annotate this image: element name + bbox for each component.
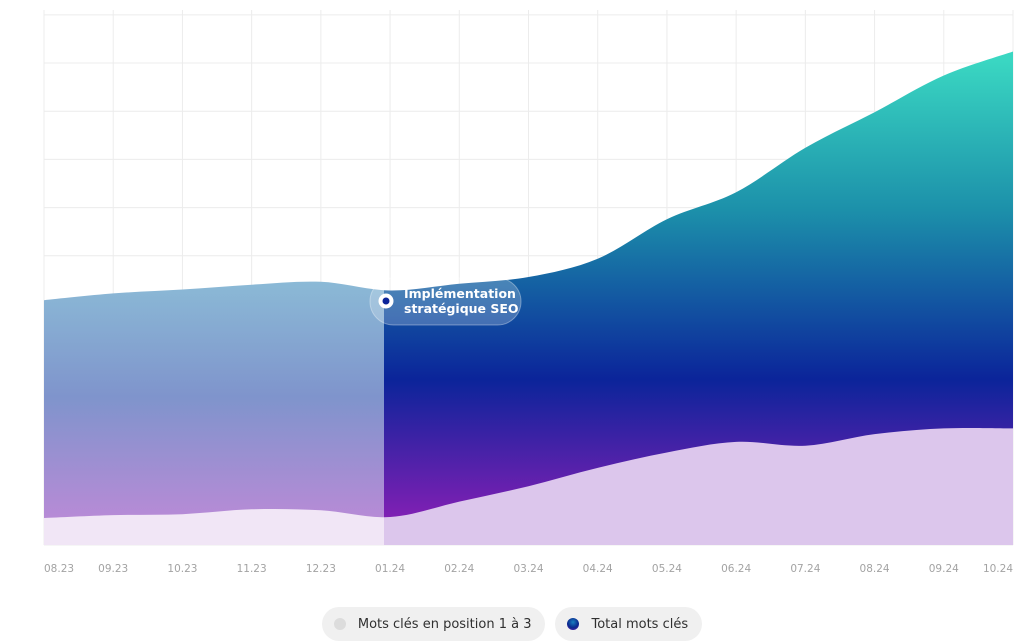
legend-item-top3[interactable]: Mots clés en position 1 à 3: [321, 607, 546, 641]
x-axis: 08.23 09.23 10.23 11.23 12.23 01.24 02.24 03.24…: [44, 563, 1013, 575]
annotation-pill: [369, 277, 522, 326]
x-tick-label: 10.23: [167, 563, 197, 575]
x-tick-label: 08.24: [860, 563, 890, 575]
series-top3-area-pre: [44, 509, 384, 545]
legend-swatch-icon: [333, 618, 346, 630]
x-tick-label: 06.24: [721, 563, 751, 575]
x-tick-label: 09.24: [929, 563, 959, 575]
x-tick-label: 11.23: [237, 563, 267, 575]
x-tick-label: 01.24: [375, 563, 405, 575]
annotation-line-1: Implémentation: [404, 286, 516, 301]
annotation: Implémentation stratégique SEO: [369, 277, 522, 326]
x-tick-label: 10.24: [983, 563, 1013, 575]
series-total-area-pre: [44, 281, 384, 545]
areas: [44, 51, 1013, 545]
annotation-line-2: stratégique SEO: [404, 301, 519, 316]
annotation-text: Implémentation stratégique SEO: [404, 286, 520, 316]
x-tick-label: 05.24: [652, 563, 682, 575]
x-tick-label: 08.23: [44, 563, 74, 575]
keyword-area-chart: 08.23 09.23 10.23 11.23 12.23 01.24 02.24 03.24…: [43, 10, 1014, 575]
x-tick-label: 02.24: [444, 563, 474, 575]
legend-label: Total mots clés: [591, 616, 689, 632]
x-tick-label: 09.23: [98, 563, 128, 575]
series-total-area: [384, 51, 1013, 545]
series-top3-area: [384, 427, 1013, 545]
x-tick-label: 12.23: [306, 563, 336, 575]
x-tick-label: 07.24: [790, 563, 820, 575]
legend-swatch-icon: [567, 618, 580, 630]
annotation-marker-dot: [382, 297, 390, 305]
legend-item-total[interactable]: Total mots clés: [555, 607, 703, 641]
legend: Mots clés en position 1 à 3 Total mots c…: [0, 607, 1024, 643]
x-tick-label: 04.24: [583, 563, 613, 575]
x-tick-label: 03.24: [513, 563, 543, 575]
legend-label: Mots clés en position 1 à 3: [357, 616, 532, 632]
